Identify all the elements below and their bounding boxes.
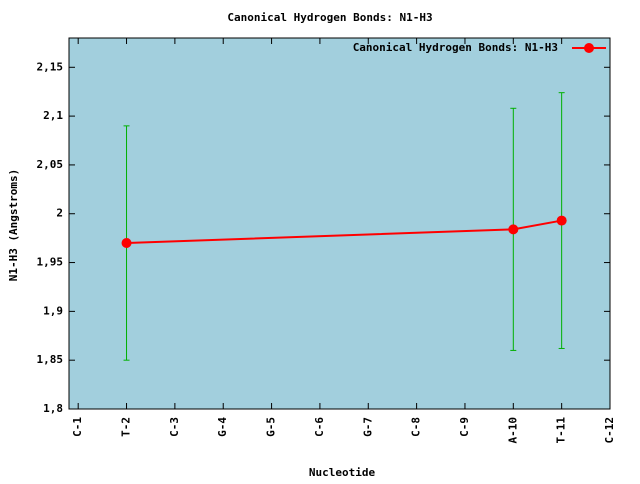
y-tick-label: 1,8 [43,402,63,415]
y-tick-label: 2,1 [43,109,63,122]
data-point [556,215,567,226]
x-tick-label: A-10 [506,417,519,444]
plot-background [69,38,610,409]
legend-marker [584,43,594,53]
y-tick-label: 2,05 [37,158,64,171]
x-tick-label: C-9 [458,417,471,437]
x-tick-label: C-12 [603,417,616,444]
x-tick-label: G-5 [265,417,278,437]
x-tick-label: T-11 [555,417,568,444]
y-tick-label: 2 [56,207,63,220]
plot-frame [68,37,611,410]
data-point [508,224,519,235]
x-axis-label: Nucleotide [309,466,376,479]
x-tick-label: T-2 [120,417,133,437]
x-tick-label: C-3 [168,417,181,437]
x-tick-label: G-7 [361,417,374,437]
data-point [121,238,132,249]
x-tick-label: C-1 [71,417,84,437]
y-tick-label: 1,95 [37,256,64,269]
x-tick-label: C-8 [410,417,423,437]
y-tick-label: 1,85 [37,353,64,366]
x-tick-label: G-4 [216,417,229,437]
y-tick-label: 1,9 [43,304,63,317]
legend-label: Canonical Hydrogen Bonds: N1-H3 [353,41,558,54]
chart-title: Canonical Hydrogen Bonds: N1-H3 [227,11,432,24]
x-tick-label: C-6 [313,417,326,437]
y-tick-label: 2,15 [37,60,64,73]
y-axis-label: N1-H3 (Angstroms) [7,169,20,282]
